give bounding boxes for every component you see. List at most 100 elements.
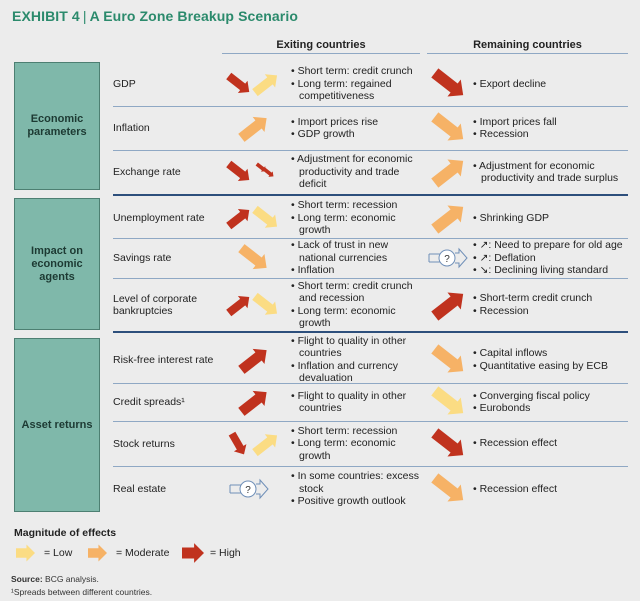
effect-bullet: Flight to quality in other countries: [291, 390, 426, 415]
remaining-effects: Import prices fallRecession: [473, 106, 633, 150]
row-divider: [113, 238, 628, 239]
effect-bullet: Recession effect: [473, 483, 633, 496]
effect-bullet: ↘: Declining living standard: [473, 264, 633, 277]
exiting-arrows: [221, 383, 291, 421]
table-row: Stock returns Short term: recessionLong t…: [113, 421, 628, 466]
effect-bullet: GDP growth: [291, 128, 426, 141]
remaining-arrows: [426, 198, 476, 238]
effect-bullet: ↗: Need to prepare for old age: [473, 239, 633, 252]
effect-bullet: Adjustment for economic productivity and…: [291, 153, 426, 191]
effect-bullet: Import prices fall: [473, 116, 633, 129]
remaining-effects: Recession effect: [473, 466, 633, 512]
title-divider: |: [82, 8, 87, 24]
legend-title: Magnitude of effects: [14, 527, 117, 539]
exiting-arrows: [221, 106, 291, 150]
section-divider: [113, 331, 628, 333]
effect-bullet: Long term: regained competitiveness: [291, 78, 426, 103]
effect-bullet: Recession effect: [473, 437, 633, 450]
effect-bullet: Lack of trust in new national currencies: [291, 239, 426, 264]
exiting-effects: Short term: credit crunch and recessionL…: [291, 278, 426, 331]
row-label: Exchange rate: [113, 166, 181, 178]
table-row: Real estate? In some countries: excess st…: [113, 466, 628, 512]
exiting-arrows: [221, 421, 291, 466]
effect-bullet: Import prices rise: [291, 116, 426, 129]
row-label: Stock returns: [113, 437, 175, 450]
arrow-down-low-icon: [431, 386, 464, 415]
effect-bullet: Long term: economic growth: [291, 437, 426, 462]
arrow-down-high-icon: [255, 162, 274, 177]
uncertain-direction-icon: ?: [428, 247, 468, 269]
uncertain-direction-icon: ?: [229, 478, 269, 500]
legend-label: = Low: [44, 547, 73, 559]
row-divider: [113, 466, 628, 467]
remaining-arrows: [426, 150, 476, 194]
effect-bullet: Recession: [473, 128, 633, 141]
row-divider: [113, 421, 628, 422]
row-label: Savings rate: [113, 252, 172, 264]
effect-bullet: Quantitative easing by ECB: [473, 360, 633, 373]
arrow-down-high-icon: [431, 427, 464, 457]
category-box: Asset returns: [14, 338, 100, 512]
arrow-up-moderate-icon: [431, 159, 464, 188]
arrow-down-moderate-icon: [431, 473, 464, 502]
effect-bullet: Long term: economic growth: [291, 212, 426, 237]
exiting-effects: Short term: recessionLong term: economic…: [291, 421, 426, 466]
exiting-arrows: ?: [221, 466, 291, 512]
effect-bullet: Short term: recession: [291, 199, 426, 212]
table-row: Savings rate Lack of trust in new nationa…: [113, 238, 628, 278]
remaining-effects: Converging fiscal policyEurobonds: [473, 383, 633, 421]
footnote: ¹Spreads between different countries.: [11, 587, 153, 597]
arrow-up-low-icon: [252, 74, 278, 97]
remaining-effects: Adjustment for economic productivity and…: [473, 150, 633, 194]
effect-bullet: Flight to quality in other countries: [291, 335, 426, 360]
legend-arrow-high-icon: [182, 543, 204, 563]
arrow-down-high-icon: [226, 160, 250, 182]
effect-bullet: Export decline: [473, 78, 633, 91]
svg-text:?: ?: [245, 485, 251, 496]
exhibit-number: EXHIBIT 4: [12, 8, 80, 24]
remaining-arrows: [426, 62, 476, 106]
row-label: Real estate: [113, 483, 167, 495]
remaining-effects: Recession effect: [473, 421, 633, 466]
effect-bullet: Short term: credit crunch: [291, 65, 426, 78]
effect-bullet: Adjustment for economic productivity and…: [473, 160, 633, 185]
exiting-effects: Import prices riseGDP growth: [291, 106, 426, 150]
legend-label: = Moderate: [116, 547, 170, 559]
table-row: Exchange rate Adjustment for economic pro…: [113, 150, 628, 194]
arrow-down-low-icon: [252, 292, 278, 315]
remaining-arrows: [426, 421, 476, 466]
exiting-effects: Adjustment for economic productivity and…: [291, 150, 426, 194]
legend-item: = Low: [16, 543, 72, 563]
effect-bullet: Capital inflows: [473, 347, 633, 360]
arrow-down-high-icon: [431, 68, 464, 97]
table-row: GDP Short term: credit crunchLong term: r…: [113, 62, 628, 106]
legend-item: = High: [182, 543, 241, 563]
table-row: Credit spreads¹ Flight to quality in othe…: [113, 383, 628, 421]
legend-arrow-low-icon: [16, 544, 35, 562]
source-label: Source:: [11, 574, 43, 584]
row-divider: [113, 150, 628, 151]
exiting-arrows: [221, 238, 291, 278]
exiting-effects: In some countries: excess stockPositive …: [291, 466, 426, 512]
remaining-arrows: [426, 106, 476, 150]
row-divider: [113, 106, 628, 107]
table-row: Unemployment rate Short term: recessionLo…: [113, 198, 628, 238]
remaining-effects: Capital inflowsQuantitative easing by EC…: [473, 336, 633, 383]
legend-item: = Moderate: [88, 543, 169, 563]
legend-label: = High: [210, 547, 241, 559]
row-label: Level of corporate bankruptcies: [113, 292, 198, 317]
exiting-arrows: [221, 336, 291, 383]
table-row: Level of corporate bankruptcies Short ter…: [113, 278, 628, 331]
section-divider: [113, 194, 628, 196]
legend-arrow-moderate-icon: [88, 544, 107, 562]
effect-bullet: Short term: recession: [291, 425, 426, 438]
arrow-up-moderate-icon: [238, 116, 267, 142]
effect-bullet: Eurobonds: [473, 402, 633, 415]
column-header-remaining: Remaining countries: [473, 39, 582, 51]
remaining-arrows: [426, 466, 476, 512]
exiting-arrows: [221, 62, 291, 106]
exiting-effects: Short term: recessionLong term: economic…: [291, 198, 426, 238]
row-label: Risk-free interest rate: [113, 353, 214, 366]
column-header-underline: [222, 53, 420, 54]
exhibit-title: EXHIBIT 4 | A Euro Zone Breakup Scenario: [12, 8, 298, 24]
